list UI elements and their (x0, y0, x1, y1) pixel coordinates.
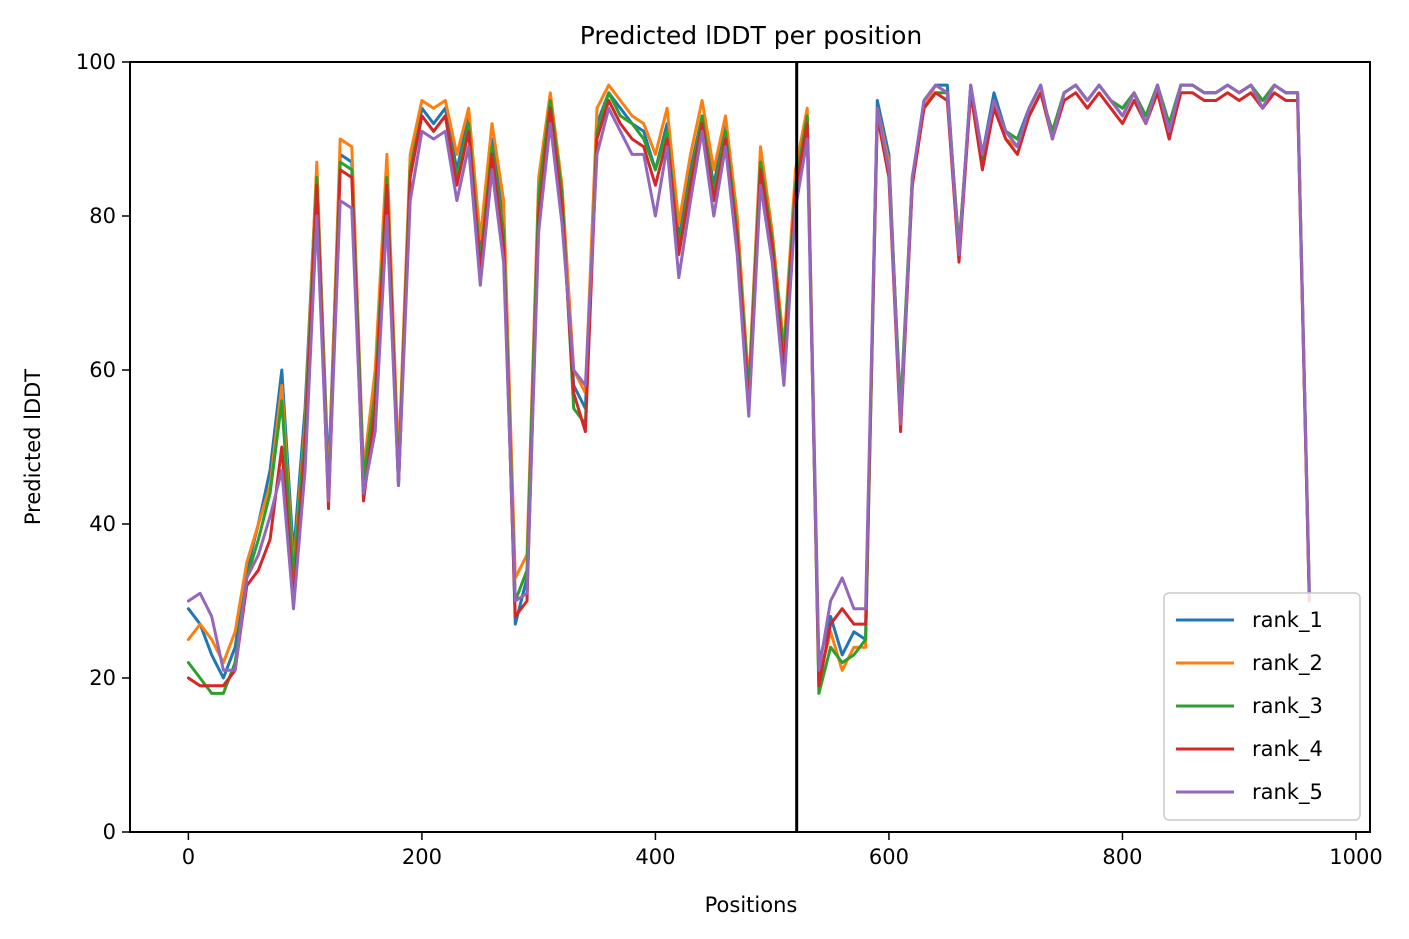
y-tick-label: 60 (89, 358, 116, 382)
legend-box (1163, 592, 1361, 821)
x-tick-label: 400 (635, 845, 675, 869)
x-tick-label: 1000 (1329, 845, 1382, 869)
chart-title: Predicted lDDT per position (580, 21, 922, 50)
series-layer (186, 83, 1311, 695)
x-tick-label: 200 (402, 845, 442, 869)
legend-label-rank_1: rank_1 (1252, 608, 1323, 633)
y-tick-label: 40 (89, 512, 116, 536)
legend-label-rank_5: rank_5 (1252, 780, 1323, 805)
y-axis: 0 20 40 60 80 100 (76, 50, 130, 844)
y-tick-label: 0 (103, 820, 116, 844)
x-tick-label: 800 (1102, 845, 1142, 869)
x-axis: 0 200 400 600 800 1000 (182, 832, 1383, 869)
legend: rank_1 rank_2 rank_3 rank_4 rank_5 (1163, 592, 1361, 821)
x-tick-label: 600 (869, 845, 909, 869)
y-axis-title: Predicted lDDT (21, 369, 45, 525)
x-tick-label: 0 (182, 845, 195, 869)
legend-label-rank_4: rank_4 (1252, 737, 1323, 762)
y-tick-label: 80 (89, 204, 116, 228)
series-line-rank_5 (186, 83, 1311, 672)
plot-frame (129, 61, 1371, 833)
x-axis-title: Positions (705, 893, 798, 917)
legend-label-rank_3: rank_3 (1252, 694, 1323, 719)
y-tick-label: 20 (89, 666, 116, 690)
y-tick-label: 100 (76, 50, 116, 74)
legend-label-rank_2: rank_2 (1252, 651, 1323, 676)
